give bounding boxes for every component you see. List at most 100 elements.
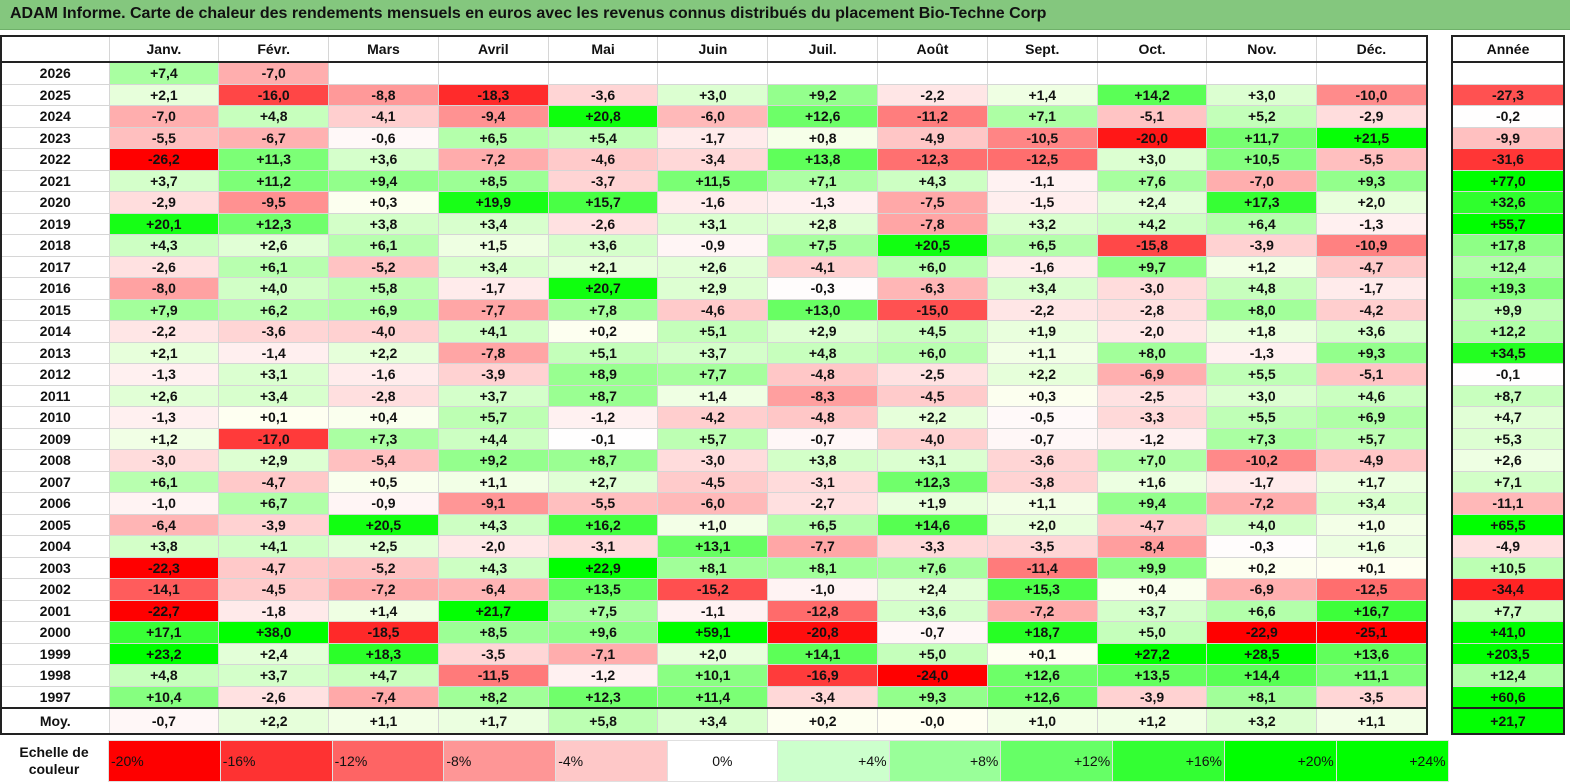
year-label: 2023 <box>1 126 110 149</box>
heat-cell: +14,4 <box>1206 664 1318 687</box>
heat-cell: +5,5 <box>1206 406 1318 429</box>
heatmap-row: 2003 -22,3 -4,7 -5,2 +4,3 +22,9 +8,1 +8,1 +7,6 -1… <box>1 556 1428 579</box>
heat-cell: -5,5 <box>547 492 659 515</box>
heat-cell: -7,1 <box>547 642 659 665</box>
heat-cell: -1,6 <box>657 191 769 214</box>
heat-cell: -3,0 <box>657 449 769 472</box>
heat-cell: +3,6 <box>547 234 659 257</box>
heat-cell: -10,9 <box>1316 234 1428 257</box>
heat-cell: +20,7 <box>547 277 659 300</box>
heat-cell <box>1206 61 1318 85</box>
heat-cell: -8,4 <box>1096 535 1208 558</box>
heat-cell: -6,9 <box>1206 578 1318 601</box>
heat-cell: +6,1 <box>108 470 220 493</box>
heat-cell: +7,8 <box>547 298 659 321</box>
heat-cell: -0,1 <box>547 427 659 450</box>
color-scale-step: -8% <box>443 740 557 782</box>
heat-cell: -26,2 <box>108 148 220 171</box>
heat-cell: -3,9 <box>1096 685 1208 709</box>
heat-cell: +9,6 <box>547 621 659 644</box>
heat-cell: +8,1 <box>1206 685 1318 709</box>
color-scale-step: +12% <box>1000 740 1114 782</box>
annual-average-cell: +21,7 <box>1451 707 1565 735</box>
heatmap-row: 2018 +4,3 +2,6 +6,1 +1,5 +3,6 -0,9 +7,5 +20,5 +6,… <box>1 234 1428 257</box>
heat-cell: +9,4 <box>1096 492 1208 515</box>
heatmap-row: 2021 +3,7 +11,2 +9,4 +8,5 -3,7 +11,5 +7,1 +4,3 -1… <box>1 169 1428 192</box>
heat-cell: +2,6 <box>108 384 220 407</box>
month-header: Janv. <box>108 35 220 63</box>
heatmap-row: 2012 -1,3 +3,1 -1,6 -3,9 +8,9 +7,7 -4,8 -2,5 +2,2… <box>1 363 1428 386</box>
heat-cell: +4,1 <box>437 320 549 343</box>
heat-cell: +4,3 <box>437 556 549 579</box>
heat-cell: +6,5 <box>767 513 879 536</box>
heat-cell <box>1316 61 1428 85</box>
heat-cell: +1,1 <box>986 492 1098 515</box>
annual-cell: -34,4 <box>1451 578 1565 601</box>
heat-cell: -2,6 <box>108 255 220 278</box>
average-cell: +1,7 <box>437 707 549 735</box>
heat-cell: +3,0 <box>1096 148 1208 171</box>
month-header: Avril <box>437 35 549 63</box>
heat-cell: +2,4 <box>1096 191 1208 214</box>
color-scale-legend: Echelle de couleur -20% -16% -12% -8% -4% 0% +4… <box>0 740 1449 782</box>
heat-cell: +3,4 <box>218 384 330 407</box>
heat-cell: -8,8 <box>328 83 439 106</box>
heatmap-row: 2007 +6,1 -4,7 +0,5 +1,1 +2,7 -4,5 -3,1 +12,3 -3,… <box>1 470 1428 493</box>
heat-cell: -0,3 <box>767 277 879 300</box>
heatmap-row: 2013 +2,1 -1,4 +2,2 -7,8 +5,1 +3,7 +4,8 +6,0 +1,1… <box>1 341 1428 364</box>
heatmap-row: 2024 -7,0 +4,8 -4,1 -9,4 +20,8 -6,0 +12,6 -11,2 +… <box>1 105 1428 128</box>
annual-cell: +77,0 <box>1451 169 1565 192</box>
heatmap-row: 2006 -1,0 +6,7 -0,9 -9,1 -5,5 -6,0 -2,7 +1,9 +1,1… <box>1 492 1428 515</box>
heat-cell: -4,7 <box>218 556 330 579</box>
heat-cell: +2,7 <box>547 470 659 493</box>
heat-cell: -4,6 <box>547 148 659 171</box>
heat-cell: +3,8 <box>328 212 439 235</box>
year-header: Année <box>1451 35 1565 63</box>
heat-cell: -3,5 <box>986 535 1098 558</box>
heat-cell: -18,3 <box>437 83 549 106</box>
heat-cell: +3,4 <box>437 255 549 278</box>
heatmap-row: 2004 +3,8 +4,1 +2,5 -2,0 -3,1 +13,1 -7,7 -3,3 -3,… <box>1 535 1428 558</box>
heatmap-row: 1998 +4,8 +3,7 +4,7 -11,5 -1,2 +10,1 -16,9 -24,0… <box>1 664 1428 687</box>
heat-cell: +5,7 <box>1316 427 1428 450</box>
heat-cell: -1,0 <box>108 492 220 515</box>
heat-cell: +10,5 <box>1206 148 1318 171</box>
heat-cell: +17,1 <box>108 621 220 644</box>
heat-cell: -1,3 <box>108 406 220 429</box>
heat-cell: -17,0 <box>218 427 330 450</box>
heat-cell: +7,4 <box>108 61 220 85</box>
heat-cell: +7,7 <box>657 363 769 386</box>
heat-cell: +1,4 <box>986 83 1098 106</box>
heat-cell: -5,1 <box>1096 105 1208 128</box>
heat-cell: -4,8 <box>767 363 879 386</box>
heat-cell: -1,3 <box>1316 212 1428 235</box>
heat-cell: -11,4 <box>986 556 1098 579</box>
heat-cell: +5,7 <box>657 427 769 450</box>
heat-cell: -7,8 <box>877 212 988 235</box>
heat-cell: -11,5 <box>437 664 549 687</box>
heat-cell: -2,8 <box>328 384 439 407</box>
heat-cell: +2,0 <box>986 513 1098 536</box>
heat-cell: +4,2 <box>1096 212 1208 235</box>
heat-cell: +20,5 <box>877 234 988 257</box>
heat-cell: +8,7 <box>547 449 659 472</box>
year-label: 2009 <box>1 427 110 450</box>
heat-cell: -0,9 <box>328 492 439 515</box>
annual-cell: +19,3 <box>1451 277 1565 300</box>
heat-cell: +1,0 <box>1316 513 1428 536</box>
heat-cell: +3,1 <box>657 212 769 235</box>
annual-cell: -9,9 <box>1451 126 1565 149</box>
heat-cell: -9,1 <box>437 492 549 515</box>
heat-cell: +7,6 <box>1096 169 1208 192</box>
heat-cell: -3,0 <box>108 449 220 472</box>
heat-cell: +3,7 <box>657 341 769 364</box>
month-header: Mars <box>328 35 439 63</box>
heat-cell: -1,6 <box>328 363 439 386</box>
heat-cell: -5,2 <box>328 255 439 278</box>
heatmap-row: 2023 -5,5 -6,7 -0,6 +6,5 +5,4 -1,7 +0,8 -4,9 -10,… <box>1 126 1428 149</box>
heat-cell: -7,2 <box>986 599 1098 622</box>
heat-cell: +4,8 <box>767 341 879 364</box>
heat-cell: -10,5 <box>986 126 1098 149</box>
heat-cell: +2,9 <box>767 320 879 343</box>
heat-cell: +15,7 <box>547 191 659 214</box>
